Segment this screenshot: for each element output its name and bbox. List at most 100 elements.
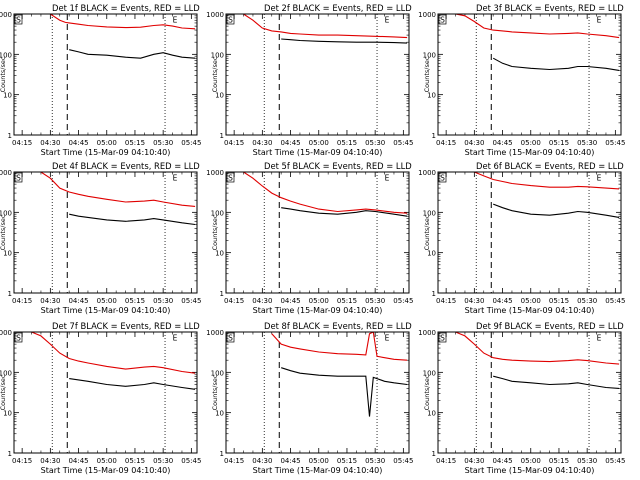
x-tick-label: 04:45 [280,139,300,147]
x-tick-label: 04:30 [40,139,60,147]
x-axis-title: Start Time (15-Mar-09 04:10:40) [465,148,595,157]
start-marker-box [438,14,447,25]
y-tick-label: 100 [0,51,12,59]
y-tick-label: 100 [0,369,12,377]
x-tick-label: 04:15 [224,139,244,147]
events-series-line [281,207,408,217]
end-marker-label: E [173,174,178,183]
end-marker-label: E [173,16,178,25]
events-series-line [69,378,196,390]
x-tick-label: 04:45 [492,139,512,147]
x-tick-label: 05:00 [521,139,541,147]
x-tick-label: 05:45 [393,457,413,465]
panel-title: Det 5f BLACK = Events, RED = LLD [264,161,412,171]
start-marker-box [438,332,447,343]
y-tick-label: 1000 [206,11,224,19]
lld-series-line [16,332,196,374]
x-tick-label: 04:30 [252,457,272,465]
x-tick-label: 05:45 [605,297,625,305]
panel-title: Det 4f BLACK = Events, RED = LLD [52,161,200,171]
x-tick-label: 05:45 [181,139,201,147]
panel-title: Det 1f BLACK = Events, RED = LLD [52,3,200,13]
x-tick-label: 04:15 [12,457,32,465]
y-tick-label: 100 [0,209,12,217]
x-tick-label: 05:00 [521,457,541,465]
x-tick-label: 05:30 [577,139,597,147]
lld-series-line [228,172,408,214]
plot-frame [225,331,410,454]
plot-frame [437,331,622,454]
start-marker-label: S [16,16,21,25]
x-tick-label: 05:30 [365,457,385,465]
y-tick-label: 1 [220,132,224,140]
lld-series-line [440,332,620,365]
y-axis-title: Counts/sec [423,214,431,250]
detector-panel: Det 3f BLACK = Events, RED = LLD Counts/s… [418,3,625,157]
x-tick-label: 05:00 [521,297,541,305]
y-tick-label: 1 [432,132,436,140]
y-tick-label: 10 [3,250,12,258]
start-marker-box [14,332,23,343]
y-tick-label: 10 [427,410,436,418]
x-axis-title: Start Time (15-Mar-09 04:10:40) [253,306,383,315]
start-marker-box [226,172,235,183]
y-axis-title: Counts/sec [423,374,431,410]
x-tick-label: 05:15 [549,139,569,147]
start-marker-label: S [228,174,233,183]
events-series-line [281,367,408,417]
x-tick-label: 04:45 [68,297,88,305]
y-axis-title: Counts/sec [0,374,7,410]
detector-panel: Det 9f BLACK = Events, RED = LLD Counts/s… [418,321,625,475]
x-tick-label: 05:00 [97,297,117,305]
events-series-line [492,57,620,71]
lld-series-line [440,172,620,190]
y-tick-label: 10 [3,92,12,100]
x-tick-label: 04:45 [68,457,88,465]
start-marker-box [226,14,235,25]
start-marker-label: S [440,16,445,25]
x-tick-label: 05:45 [393,139,413,147]
y-tick-label: 1 [220,290,224,298]
x-tick-label: 04:30 [464,457,484,465]
x-tick-label: 05:45 [605,457,625,465]
x-tick-label: 05:15 [549,457,569,465]
panel-title: Det 2f BLACK = Events, RED = LLD [264,3,412,13]
plot-frame [437,13,622,136]
x-tick-label: 04:15 [12,297,32,305]
panel-title: Det 3f BLACK = Events, RED = LLD [476,3,624,13]
x-tick-label: 05:15 [125,139,145,147]
panel-title: Det 8f BLACK = Events, RED = LLD [264,321,412,331]
lld-series-line [271,332,408,361]
x-tick-label: 05:00 [97,457,117,465]
detector-panel: Det 1f BLACK = Events, RED = LLD Counts/s… [0,3,201,157]
x-tick-label: 04:45 [68,139,88,147]
x-tick-label: 04:30 [464,297,484,305]
x-tick-label: 05:00 [97,139,117,147]
end-marker-label: E [385,174,390,183]
plot-frame [225,13,410,136]
x-tick-label: 05:00 [309,139,329,147]
plot-frame [13,13,198,136]
y-tick-label: 100 [211,51,224,59]
y-axis-title: Counts/sec [211,214,219,250]
lld-series-line [16,172,196,207]
x-tick-label: 04:15 [12,139,32,147]
y-axis-title: Counts/sec [423,56,431,92]
end-marker-label: E [385,16,390,25]
y-tick-label: 100 [211,209,224,217]
events-series-line [69,49,196,59]
x-tick-label: 05:30 [365,297,385,305]
plot-frame [225,171,410,294]
y-tick-label: 1000 [0,329,12,337]
y-axis-title: Counts/sec [0,56,7,92]
y-tick-label: 10 [427,250,436,258]
y-tick-label: 10 [215,250,224,258]
x-tick-label: 05:30 [577,297,597,305]
x-tick-label: 04:45 [492,457,512,465]
plot-frame [13,171,198,294]
x-tick-label: 05:15 [337,297,357,305]
start-marker-box [14,172,23,183]
x-axis-title: Start Time (15-Mar-09 04:10:40) [253,148,383,157]
x-axis-title: Start Time (15-Mar-09 04:10:40) [465,466,595,475]
